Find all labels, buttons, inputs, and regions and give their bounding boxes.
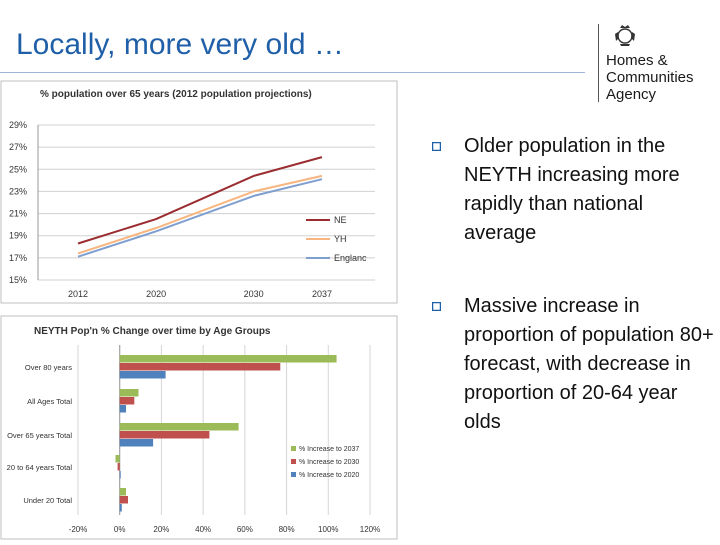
series-line-ne (77, 156, 323, 245)
legend-swatch (291, 459, 296, 464)
x-tick-label: 120% (360, 525, 380, 534)
category-label: All Ages Total (27, 397, 72, 406)
legend-label: % Increase to 2030 (299, 459, 359, 466)
x-tick-label: 40% (195, 525, 211, 534)
chart-title: NEYTH Pop'n % Change over time by Age Gr… (34, 326, 271, 337)
bar (119, 397, 135, 405)
category-label: Over 80 years (25, 363, 72, 372)
x-tick-label: 20% (153, 525, 169, 534)
series-line-england (77, 178, 323, 258)
logo-divider (598, 24, 599, 102)
square-bullet-icon (432, 142, 441, 151)
bar-chart-svg: NEYTH Pop'n % Change over time by Age Gr… (0, 315, 398, 540)
bar (119, 405, 126, 413)
line-chart-svg: % population over 65 years (2012 populat… (0, 80, 398, 304)
x-tick-label: 2030 (244, 289, 264, 299)
legend-swatch (291, 446, 296, 451)
legend-label: YH (334, 234, 347, 244)
bar (117, 463, 120, 471)
y-tick-label: 23% (9, 186, 27, 196)
x-tick-label: 80% (279, 525, 295, 534)
bar (119, 371, 166, 379)
x-tick-label: -20% (69, 525, 88, 534)
y-tick-label: 21% (9, 209, 27, 219)
slide-title: Locally, more very old … (16, 28, 344, 61)
x-tick-label: 60% (237, 525, 253, 534)
logo-line: Agency (606, 86, 657, 103)
bar (119, 389, 139, 397)
bullet-text: Massive increase in proportion of popula… (464, 295, 714, 433)
logo-line: Communities (606, 69, 694, 86)
bar (119, 423, 239, 431)
logo-line: Homes & (606, 52, 668, 69)
hca-logo: Homes & Communities Agency (598, 22, 718, 104)
chart-title: % population over 65 years (2012 populat… (40, 89, 312, 100)
y-tick-label: 29% (9, 120, 27, 130)
royal-crest-icon (615, 25, 635, 46)
legend-label: Englanc (334, 253, 367, 263)
category-label: Over 65 years Total (7, 431, 72, 440)
category-label: Under 20 Total (23, 496, 72, 505)
bar (119, 504, 122, 512)
chart-frame (0, 80, 398, 304)
bar-chart-age-groups: NEYTH Pop'n % Change over time by Age Gr… (0, 315, 398, 540)
y-tick-label: 27% (9, 142, 27, 152)
legend-label: % Increase to 2020 (299, 472, 359, 479)
x-tick-label: 2020 (146, 289, 166, 299)
x-tick-label: 2012 (68, 289, 88, 299)
legend-label: % Increase to 2037 (299, 446, 359, 453)
bar (119, 363, 281, 371)
x-tick-label: 2037 (312, 289, 332, 299)
line-chart-over-65: % population over 65 years (2012 populat… (0, 80, 398, 304)
bullet-list: Older population in the NEYTH increasing… (430, 132, 716, 437)
bar (119, 488, 126, 496)
bullet-item: Massive increase in proportion of popula… (430, 292, 716, 437)
title-divider (0, 72, 585, 73)
y-tick-label: 17% (9, 253, 27, 263)
x-tick-label: 100% (318, 525, 338, 534)
bar (119, 496, 128, 504)
series-line-yh (77, 174, 323, 255)
bar (119, 471, 121, 479)
bar (119, 431, 210, 439)
y-tick-label: 15% (9, 275, 27, 285)
legend-label: NE (334, 215, 347, 225)
bar (119, 439, 154, 447)
logo-text: Homes & Communities Agency (606, 52, 694, 103)
bullet-text: Older population in the NEYTH increasing… (464, 135, 680, 244)
bar (115, 455, 120, 463)
bullet-item: Older population in the NEYTH increasing… (430, 132, 716, 248)
category-label: 20 to 64 years Total (7, 463, 73, 472)
square-bullet-icon (432, 302, 441, 311)
bar (119, 355, 337, 363)
x-tick-label: 0% (114, 525, 126, 534)
y-tick-label: 25% (9, 164, 27, 174)
y-tick-label: 19% (9, 231, 27, 241)
legend-swatch (291, 472, 296, 477)
